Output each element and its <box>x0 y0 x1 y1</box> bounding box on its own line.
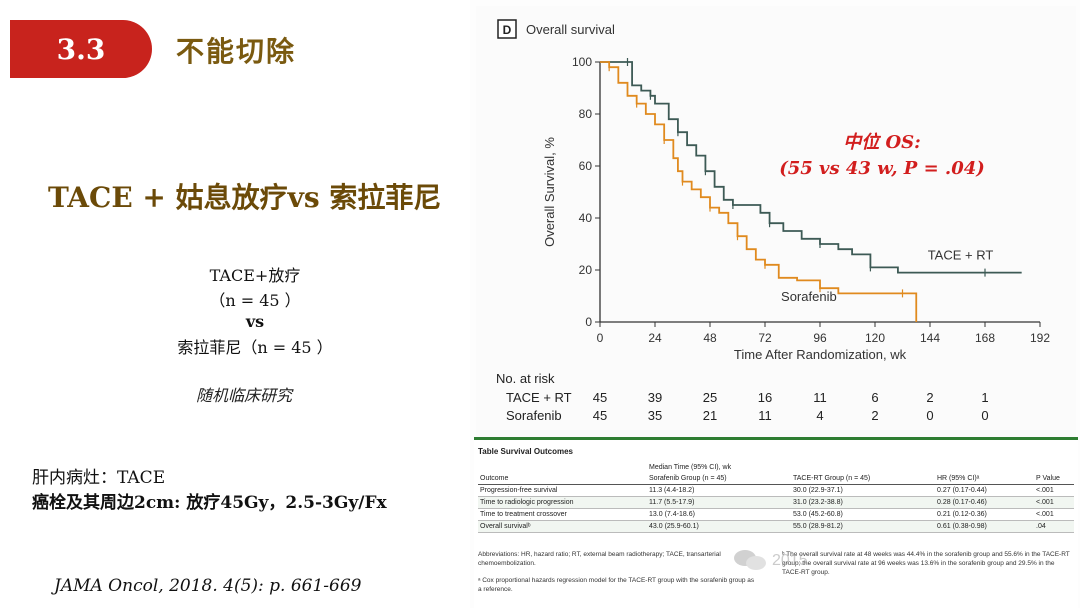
y-tick-label: 80 <box>579 107 593 121</box>
km-curve-tace-rt <box>600 61 1022 274</box>
footnote-a: ᵃ Cox proportional hazards regression mo… <box>478 577 755 593</box>
at-risk-value: 11 <box>758 408 772 423</box>
col-header: TACE-RT Group (n = 45) <box>791 473 935 485</box>
at-risk-value: 39 <box>648 390 662 405</box>
table-cell: 53.0 (45.2-60.8) <box>791 508 935 521</box>
x-tick-label: 96 <box>813 331 827 345</box>
y-tick-label: 40 <box>579 211 593 225</box>
y-tick-label: 20 <box>579 263 593 277</box>
at-risk-row-label: Sorafenib <box>506 408 562 423</box>
y-tick-label: 100 <box>572 55 592 69</box>
table-title: Table Survival Outcomes <box>478 447 573 456</box>
x-tick-label: 0 <box>597 331 604 345</box>
x-tick-label: 120 <box>865 331 885 345</box>
x-tick-label: 24 <box>648 331 662 345</box>
x-tick-label: 192 <box>1030 331 1050 345</box>
table-cell: 11.3 (4.4-18.2) <box>647 484 791 497</box>
table-row: Overall survivalᵇ 43.0 (25.9-60.1) 55.0 … <box>478 520 1074 533</box>
table-cell: <.001 <box>1034 496 1074 509</box>
table-cell: 43.0 (25.9-60.1) <box>647 520 791 533</box>
group-header: Median Time (95% CI), wk <box>649 464 732 471</box>
col-header: P Value <box>1034 473 1074 485</box>
table-cell: .04 <box>1034 520 1074 533</box>
watermark-text: 2015 <box>772 552 808 569</box>
at-risk-value: 0 <box>926 408 933 423</box>
survival-outcomes-table: Table Survival Outcomes Median Time (95%… <box>474 437 1078 611</box>
table-cell: 30.0 (22.9-37.1) <box>791 484 935 497</box>
left-panel: 3.3 不能切除 TACE + 姑息放疗vs 索拉菲尼 TACE+放疗 （n =… <box>0 0 470 608</box>
table-row: Time to radiologic progression 11.7 (5.5… <box>478 496 1074 509</box>
table-cell: <.001 <box>1034 508 1074 521</box>
y-tick-label: 0 <box>585 315 592 329</box>
series-label-tace-rt: TACE + RT <box>928 248 994 263</box>
table-row: Progression-free survival 11.3 (4.4-18.2… <box>478 484 1074 497</box>
median-os-values: (55 vs 43 w, P = .04) <box>779 158 985 179</box>
table-cell: Time to radiologic progression <box>478 496 647 509</box>
table-cell: 0.61 (0.38-0.98) <box>935 520 1034 533</box>
table-cell: Progression-free survival <box>478 484 647 497</box>
km-figure: D Overall survival 0 20 40 60 80 100 0 24 48 72 96 12… <box>476 6 1076 440</box>
at-risk-row-label: TACE + RT <box>506 390 572 405</box>
at-risk-value: 45 <box>593 390 607 405</box>
at-risk-value: 45 <box>593 408 607 423</box>
footnote-abbrev: Abbreviations: HR, hazard ratio; RT, ext… <box>478 551 721 567</box>
x-axis-label: Time After Randomization, wk <box>734 347 907 362</box>
vs-label: vs <box>245 312 265 331</box>
series-label-sorafenib: Sorafenib <box>781 289 837 304</box>
at-risk-value: 2 <box>871 408 878 423</box>
col-header: Sorafenib Group (n = 45) <box>647 473 791 485</box>
outcomes-table: Median Time (95% CI), wk Outcome Sorafen… <box>478 462 1074 533</box>
table-cell: 31.0 (23.2-38.8) <box>791 496 935 509</box>
panel-letter: D <box>503 23 512 37</box>
panel-title: Overall survival <box>526 22 615 37</box>
table-cell: 55.0 (28.9-81.2) <box>791 520 935 533</box>
km-curve-sorafenib <box>600 61 918 322</box>
at-risk-value: 4 <box>816 408 823 423</box>
section-title: 不能切除 <box>176 35 297 68</box>
section-number-badge: 3.3 <box>10 20 152 78</box>
at-risk-value: 16 <box>758 390 772 405</box>
at-risk-value: 35 <box>648 408 662 423</box>
citation: JAMA Oncol, 2018. 4(5): p. 661-669 <box>54 576 362 596</box>
trial-type: 随机临床研究 <box>196 386 293 405</box>
table-cell: 0.27 (0.17-0.44) <box>935 484 1034 497</box>
y-axis-label: Overall Survival, % <box>542 137 557 247</box>
x-tick-label: 48 <box>703 331 717 345</box>
arm2-label: 索拉菲尼（n = 45 ） <box>177 338 333 357</box>
at-risk-value: 25 <box>703 390 717 405</box>
footnote-b: ᵇ The overall survival rate at 48 weeks … <box>782 551 1070 576</box>
at-risk-value: 21 <box>703 408 717 423</box>
table-cell: Overall survivalᵇ <box>478 520 647 533</box>
at-risk-value: 0 <box>981 408 988 423</box>
x-tick-label: 144 <box>920 331 940 345</box>
slide-headline: TACE + 姑息放疗vs 索拉菲尼 <box>48 181 442 214</box>
table-row: Time to treatment crossover 13.0 (7.4-18… <box>478 508 1074 521</box>
treatment-notes: 肝内病灶：TACE 癌栓及其周边2cm: 放疗45Gy，2.5-3Gy/Fx <box>32 466 387 516</box>
x-tick-label: 168 <box>975 331 995 345</box>
at-risk-value: 11 <box>813 390 827 405</box>
col-header: Outcome <box>478 473 647 485</box>
median-os-label: 中位 OS: <box>843 132 921 153</box>
at-risk-value: 6 <box>871 390 878 405</box>
arm1-n: （n = 45 ） <box>209 291 301 310</box>
at-risk-title: No. at risk <box>496 371 555 386</box>
panel-letter-box <box>497 19 517 39</box>
table-cell: 0.28 (0.17-0.46) <box>935 496 1034 509</box>
at-risk-value: 2 <box>926 390 933 405</box>
x-tick-label: 72 <box>758 331 772 345</box>
table-cell: Time to treatment crossover <box>478 508 647 521</box>
y-tick-label: 60 <box>579 159 593 173</box>
table-cell: 0.21 (0.12-0.36) <box>935 508 1034 521</box>
arm1-label: TACE+放疗 <box>209 266 301 285</box>
table-cell: 13.0 (7.4-18.6) <box>647 508 791 521</box>
table-cell: <.001 <box>1034 484 1074 497</box>
table-cell: 11.7 (5.5-17.9) <box>647 496 791 509</box>
col-header: HR (95% CI)ᵃ <box>935 473 1034 485</box>
note-intrahepatic: 肝内病灶：TACE <box>32 468 166 488</box>
at-risk-value: 1 <box>981 390 988 405</box>
note-radiotherapy: 癌栓及其周边2cm: 放疗45Gy，2.5-3Gy/Fx <box>32 493 387 513</box>
wechat-icon <box>734 550 766 570</box>
